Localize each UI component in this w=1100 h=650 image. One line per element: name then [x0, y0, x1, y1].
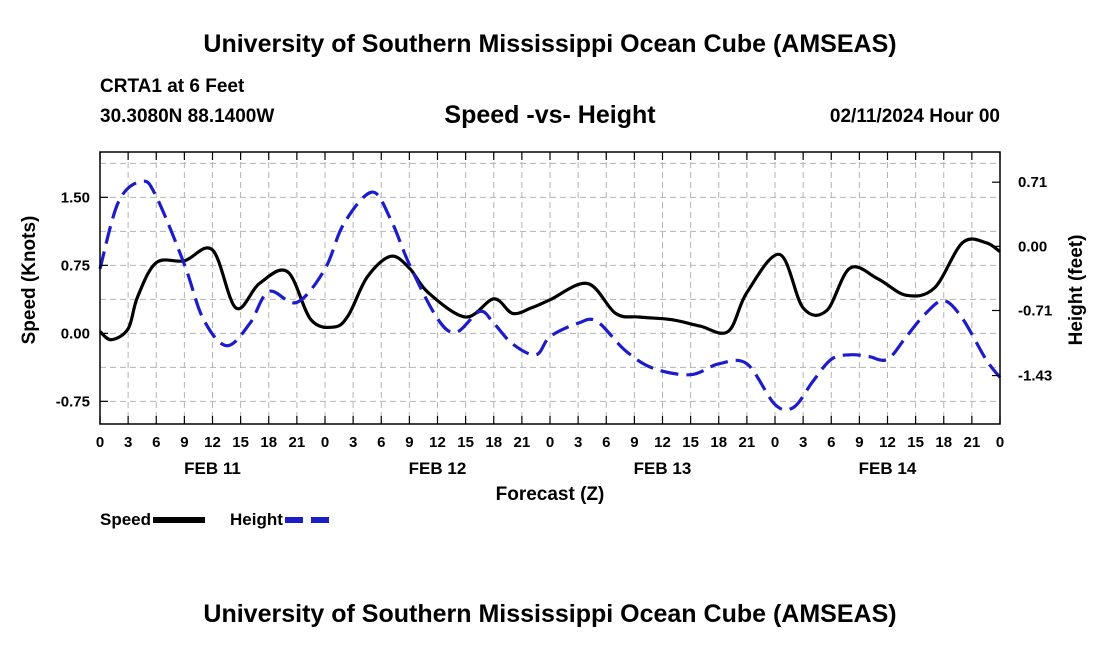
chart-subtitle: Speed -vs- Height — [444, 101, 656, 129]
x-tick-label: 12 — [879, 434, 896, 451]
x-day-label: FEB 12 — [409, 459, 467, 478]
x-tick-label: 12 — [654, 434, 671, 451]
y2-axis-label: Height (feet) — [1066, 235, 1087, 346]
x-tick-label: 18 — [710, 434, 727, 451]
y2-tick-label: -1.43 — [1018, 368, 1052, 385]
grid — [100, 152, 1000, 424]
x-tick-label: 9 — [405, 434, 413, 451]
x-tick-label: 0 — [546, 434, 554, 451]
legend-speed: Speed — [100, 510, 206, 530]
y-tick-label: 0.00 — [61, 325, 90, 342]
x-tick-label: 6 — [602, 434, 610, 451]
x-tick-label: 6 — [827, 434, 835, 451]
series-layer — [98, 179, 1002, 412]
y2-tick-label: 0.00 — [1018, 238, 1047, 255]
x-day-label: FEB 11 — [184, 459, 241, 478]
x-tick-label: 15 — [682, 434, 699, 451]
legend-height-swatch — [284, 517, 337, 523]
x-tick-label: 15 — [232, 434, 249, 451]
x-tick-label: 9 — [180, 434, 188, 451]
y-axis-label: Speed (Knots) — [19, 216, 40, 345]
x-tick-label: 21 — [964, 434, 981, 451]
x-day-label: FEB 14 — [859, 459, 917, 478]
y-tick-label: 0.75 — [61, 257, 90, 274]
x-tick-label: 3 — [574, 434, 582, 451]
x-tick-label: 15 — [907, 434, 924, 451]
forecast-datetime: 02/11/2024 Hour 00 — [829, 106, 1000, 127]
x-tick-label: 9 — [630, 434, 638, 451]
y-tick-label: -0.75 — [56, 393, 90, 410]
y2-tick-label: -0.71 — [1018, 303, 1052, 320]
x-tick-label: 15 — [457, 434, 474, 451]
speed-series-line — [98, 237, 1001, 342]
x-tick-label: 21 — [739, 434, 756, 451]
x-tick-label: 0 — [996, 434, 1004, 451]
x-tick-label: 12 — [429, 434, 446, 451]
x-tick-label: 3 — [124, 434, 132, 451]
x-tick-label: 0 — [771, 434, 779, 451]
x-tick-label: 0 — [321, 434, 329, 451]
x-tick-label: 6 — [377, 434, 385, 451]
legend-speed-swatch — [153, 517, 206, 523]
legend-speed-label: Speed — [100, 510, 152, 529]
legend-height: Height — [230, 510, 337, 530]
station-coordinates: 30.3080N 88.1400W — [100, 106, 275, 127]
x-tick-label: 6 — [152, 434, 160, 451]
x-tick-label: 18 — [935, 434, 952, 451]
x-tick-label: 3 — [799, 434, 807, 451]
x-tick-label: 12 — [204, 434, 221, 451]
y2-tick-label: 0.71 — [1018, 174, 1047, 191]
x-tick-label: 0 — [96, 434, 104, 451]
legend-height-label: Height — [230, 510, 283, 529]
x-axis-label: Forecast (Z) — [496, 484, 605, 505]
x-tick-label: 21 — [514, 434, 531, 451]
x-tick-label: 3 — [349, 434, 357, 451]
x-tick-label: 18 — [260, 434, 277, 451]
x-tick-label: 18 — [485, 434, 502, 451]
x-tick-label: 9 — [855, 434, 863, 451]
height-series-line — [98, 179, 1002, 412]
x-day-label: FEB 13 — [634, 459, 692, 478]
chart-header-title: University of Southern Mississippi Ocean… — [203, 30, 897, 58]
y-tick-label: 1.50 — [61, 189, 90, 206]
axes: 0 3 6 9 12 15 18 21 0 3 6 9 12 15 18 21 0 3 6 9 12 15 18 21 0 3 6 9… — [56, 152, 1052, 478]
x-tick-label: 21 — [289, 434, 306, 451]
station-name: CRTA1 at 6 Feet — [100, 76, 245, 97]
chart-footer-title: University of Southern Mississippi Ocean… — [203, 600, 897, 628]
